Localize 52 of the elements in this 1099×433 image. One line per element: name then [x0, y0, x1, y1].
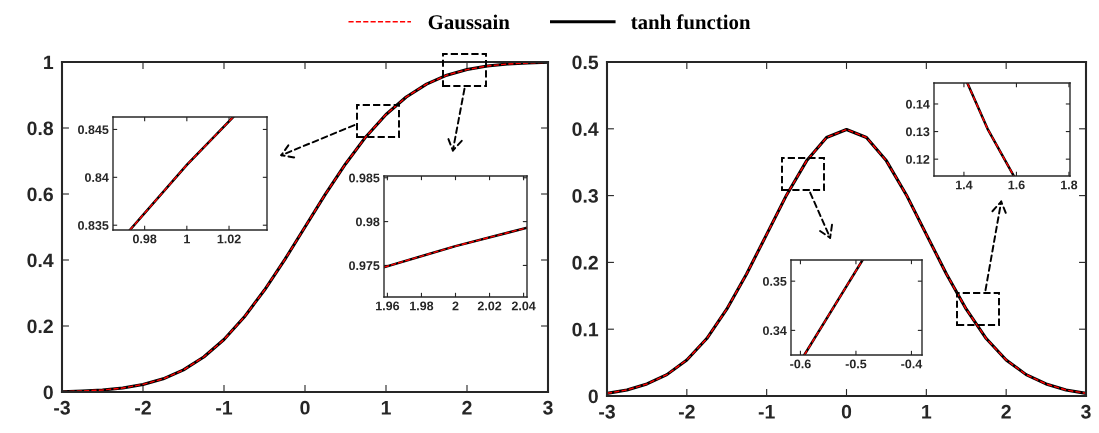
x-tick-label: -2: [135, 400, 151, 415]
y-tick-label: 0.6: [27, 187, 53, 202]
x-tick-label: 1.4: [956, 180, 973, 190]
x-tick-label: 1.6: [1008, 180, 1025, 190]
x-tick-label: 2.02: [477, 301, 502, 311]
x-tick-label: -2: [678, 404, 695, 419]
y-tick-label: 0.8: [27, 121, 54, 136]
x-tick-label: 2: [452, 301, 459, 311]
x-tick-label: 1.96: [376, 301, 400, 311]
x-tick-label: 1: [381, 401, 391, 415]
x-tick-label: 1.02: [217, 234, 241, 244]
y-tick-label: 0.98: [356, 217, 380, 227]
x-tick-label: 0: [300, 400, 310, 415]
legend-label: Gaussain: [428, 14, 510, 30]
x-tick-label: 2.04: [511, 301, 536, 311]
x-tick-label: -0.4: [901, 359, 923, 369]
y-tick-label: 0.2: [27, 319, 53, 334]
y-tick-label: 0.4: [572, 122, 599, 137]
y-tick-label: 0: [588, 389, 598, 404]
x-tick-label: 1.98: [410, 301, 434, 311]
x-tick-label: -3: [599, 404, 615, 419]
x-tick-label: 2: [462, 400, 472, 415]
x-tick-label: -1: [758, 405, 775, 419]
y-tick-label: 0.2: [572, 255, 598, 270]
y-tick-label: 0.14: [906, 99, 930, 109]
x-tick-label: -0.6: [790, 359, 811, 369]
x-tick-label: -1: [216, 401, 233, 415]
x-tick-label: 2: [1001, 404, 1011, 419]
x-tick-label: -3: [54, 400, 70, 415]
y-tick-label: 0.3: [572, 189, 598, 203]
x-tick-label: 1: [184, 234, 190, 244]
y-tick-label: 0.34: [763, 326, 787, 336]
y-tick-label: 0.5: [572, 55, 599, 70]
x-tick-label: 0: [841, 404, 852, 419]
y-tick-label: 0: [43, 385, 53, 400]
y-tick-label: 0.845: [78, 125, 109, 135]
y-tick-label: 0.985: [349, 173, 380, 183]
y-tick-label: 0.975: [349, 261, 380, 271]
legend-label: tanh function: [631, 14, 751, 30]
x-tick-label: 1.8: [1061, 180, 1078, 190]
y-tick-label: 1: [44, 55, 54, 70]
y-tick-label: 0.13: [906, 127, 930, 137]
y-tick-label: 0.4: [27, 253, 54, 268]
x-tick-label: 3: [543, 400, 553, 415]
y-tick-label: 0.1: [572, 322, 599, 337]
y-tick-label: 0.84: [85, 173, 109, 182]
y-tick-label: 0.835: [78, 221, 109, 230]
x-tick-label: -0.5: [845, 359, 867, 369]
x-tick-label: 0.98: [132, 234, 157, 244]
y-tick-label: 0.35: [763, 276, 787, 286]
y-tick-label: 0.12: [906, 154, 930, 164]
x-tick-label: 3: [1081, 404, 1091, 419]
